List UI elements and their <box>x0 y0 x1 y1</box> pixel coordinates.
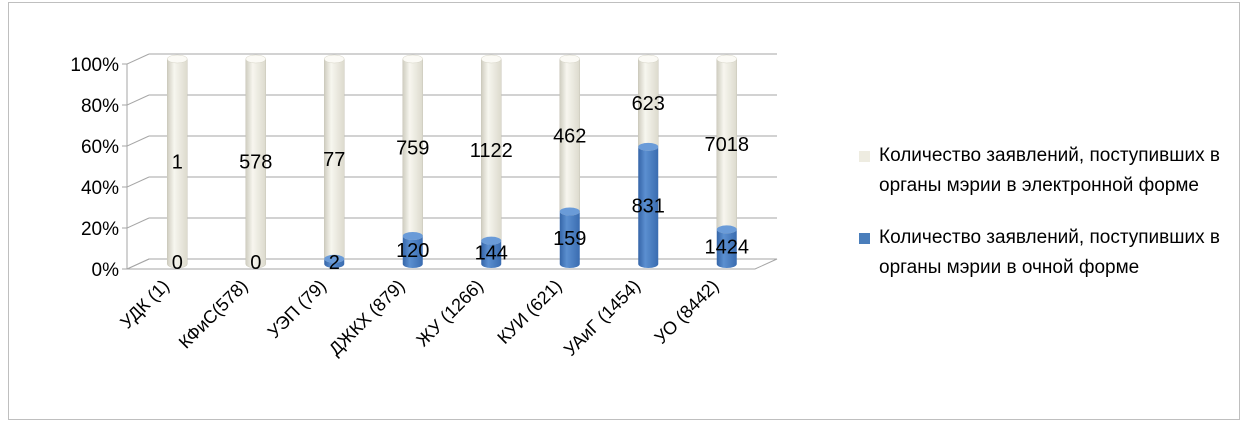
data-label-in-person: 0 <box>172 252 183 274</box>
bar-segment-in-person <box>324 258 345 268</box>
gridline-diagonal <box>126 258 150 270</box>
x-category-label: УАиГ (1454) <box>560 276 644 360</box>
x-category-label: УЭП (79) <box>264 276 330 342</box>
x-category-label: КФиС(578) <box>175 276 252 353</box>
bar-segment-in-person <box>402 236 423 268</box>
bar-cap <box>402 54 423 64</box>
bar-cap <box>481 54 502 64</box>
y-tick-label: 80% <box>81 96 119 117</box>
gridline-diagonal <box>126 53 150 65</box>
bar-segment-in-person <box>716 229 737 268</box>
bar-cap <box>324 54 345 64</box>
y-tick-label: 60% <box>81 137 119 158</box>
bar-segment-electronic <box>167 58 188 269</box>
legend-item-electronic: Количество заявлений, поступивших в орга… <box>859 141 1239 201</box>
bar-cap <box>559 54 580 64</box>
bar-segment-in-person-top <box>324 254 345 263</box>
data-label-in-person: 159 <box>553 228 586 250</box>
gridline-diagonal <box>126 94 150 106</box>
data-label-in-person: 831 <box>632 195 665 217</box>
chart-floor <box>126 258 778 270</box>
data-label-electronic: 1 <box>172 152 183 174</box>
bar-segment-in-person-top <box>638 142 659 151</box>
gridline-diagonal <box>126 217 150 229</box>
data-label-electronic: 77 <box>323 149 345 171</box>
bar-segment-in-person <box>559 211 580 268</box>
legend-label-electronic: Количество заявлений, поступивших в орга… <box>879 145 1220 196</box>
gridline-diagonal <box>126 176 150 188</box>
data-label-in-person: 120 <box>396 240 429 262</box>
legend-item-in-person: Количество заявлений, поступивших в орга… <box>859 223 1239 283</box>
bar-segment-in-person-top <box>402 232 423 241</box>
y-tick-label: 0% <box>92 260 120 281</box>
data-label-electronic: 623 <box>632 93 665 115</box>
legend-swatch-electronic <box>859 151 870 162</box>
bar-segment-in-person-top <box>716 225 737 234</box>
data-label-electronic: 759 <box>396 138 429 160</box>
bar-cap <box>245 54 266 64</box>
data-label-electronic: 1122 <box>470 140 513 162</box>
gridline-diagonal <box>126 135 150 147</box>
data-label-electronic: 578 <box>239 152 272 174</box>
data-label-electronic: 7018 <box>705 134 750 156</box>
x-category-label: КУИ (621) <box>493 276 565 348</box>
legend-label-in-person: Количество заявлений, поступивших в орга… <box>879 227 1220 278</box>
bar-segment-in-person <box>638 146 659 268</box>
y-tick-label: 100% <box>70 55 119 76</box>
bar-cap <box>716 54 737 64</box>
data-label-in-person: 144 <box>475 242 508 264</box>
y-tick-label: 40% <box>81 178 119 199</box>
data-label-electronic: 462 <box>553 125 586 147</box>
x-category-label: УДК (1) <box>116 276 173 333</box>
data-label-in-person: 0 <box>250 252 261 274</box>
chart-legend: Количество заявлений, поступивших в орга… <box>859 141 1239 305</box>
y-tick-label: 20% <box>81 219 119 240</box>
chart-frame: 0% 20% 40% 60% 80% 100% 1 0 УДК (1) 578 0 КФиС(578)… <box>8 2 1240 420</box>
bar-segment-in-person-top <box>481 236 502 245</box>
x-category-label: ДЖКХ (879) <box>325 276 409 360</box>
x-category-label: ЖУ (1266) <box>412 276 487 351</box>
x-category-label: УО (8442) <box>651 276 723 348</box>
bar-cap <box>167 54 188 64</box>
bar-segment-in-person <box>481 240 502 268</box>
bar-cap <box>638 54 659 64</box>
data-label-in-person: 2 <box>329 252 340 274</box>
legend-swatch-in-person <box>859 233 870 244</box>
bar-segment-electronic <box>245 58 266 269</box>
bar-segment-in-person-top <box>559 207 580 216</box>
data-label-in-person: 1424 <box>705 237 750 259</box>
